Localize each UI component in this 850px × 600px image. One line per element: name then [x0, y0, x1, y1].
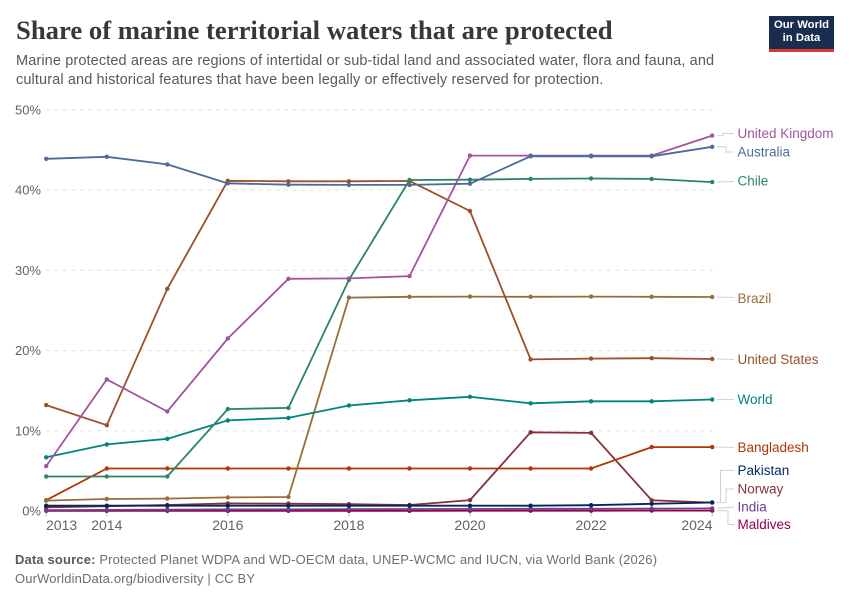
svg-text:0%: 0% [22, 504, 41, 519]
svg-text:Bangladesh: Bangladesh [738, 440, 809, 455]
svg-text:India: India [738, 500, 768, 515]
svg-text:2014: 2014 [91, 517, 122, 533]
svg-text:Chile: Chile [738, 174, 769, 189]
svg-text:2024: 2024 [681, 517, 712, 533]
svg-text:United States: United States [738, 352, 819, 367]
svg-text:Maldives: Maldives [738, 517, 792, 532]
svg-text:10%: 10% [15, 423, 41, 438]
svg-text:Brazil: Brazil [738, 291, 772, 306]
svg-text:30%: 30% [15, 263, 41, 278]
svg-text:2013: 2013 [46, 517, 77, 533]
svg-text:20%: 20% [15, 343, 41, 358]
svg-text:World: World [738, 392, 773, 407]
svg-text:United Kingdom: United Kingdom [738, 126, 834, 141]
svg-text:2020: 2020 [454, 517, 485, 533]
svg-text:2018: 2018 [333, 517, 364, 533]
svg-text:2022: 2022 [576, 517, 607, 533]
svg-text:Pakistan: Pakistan [738, 463, 790, 478]
svg-text:40%: 40% [15, 183, 41, 198]
svg-text:Norway: Norway [738, 482, 784, 497]
svg-text:2016: 2016 [212, 517, 243, 533]
svg-text:Australia: Australia [738, 145, 791, 160]
svg-text:50%: 50% [15, 103, 41, 118]
